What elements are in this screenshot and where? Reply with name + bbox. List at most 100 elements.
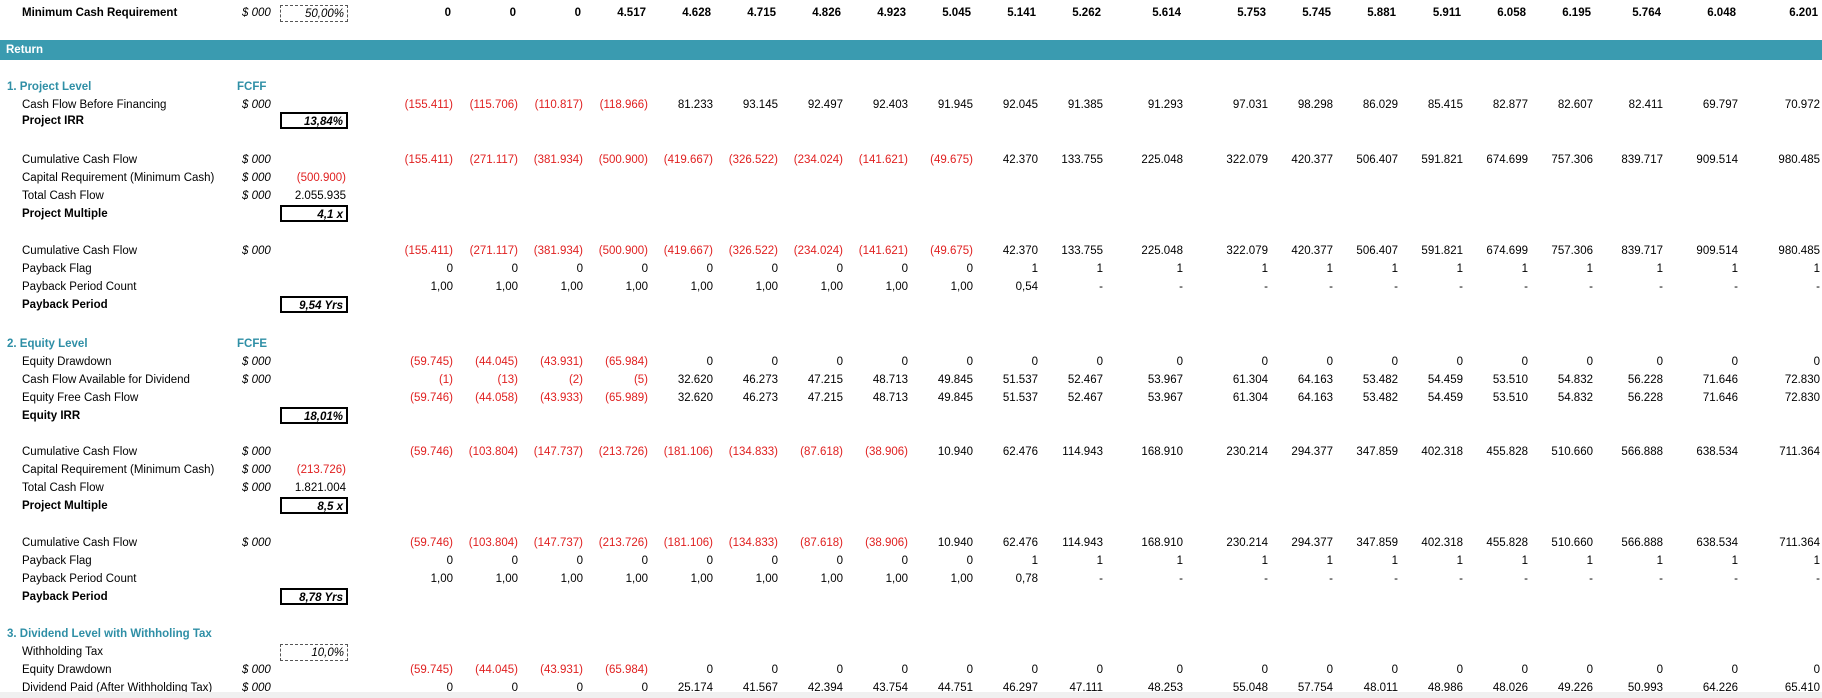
data-cell: (59.746) xyxy=(410,446,453,458)
min-cash-value-cell: 5.753 xyxy=(1237,7,1266,19)
row-unit: $ 000 xyxy=(242,245,271,257)
data-cell: 0 xyxy=(706,555,713,567)
row-unit: $ 000 xyxy=(242,664,271,676)
data-cell: 48.713 xyxy=(872,392,908,404)
data-cell: 32.620 xyxy=(677,392,713,404)
data-cell: 909.514 xyxy=(1696,245,1738,257)
data-cell: 0 xyxy=(1456,664,1463,676)
data-cell: 0 xyxy=(901,356,908,368)
metric-value-box[interactable]: 4,1 x xyxy=(280,205,348,222)
data-cell: 71.646 xyxy=(1702,374,1738,386)
data-cell: 1,00 xyxy=(430,281,453,293)
row-unit: $ 000 xyxy=(242,154,271,166)
data-cell: - xyxy=(1264,281,1268,293)
row-label: Payback Period Count xyxy=(22,573,137,585)
metric-value-box[interactable]: 13,84% xyxy=(280,112,348,129)
data-cell: - xyxy=(1734,281,1738,293)
data-cell: 32.620 xyxy=(677,374,713,386)
min-cash-value-cell: 5.911 xyxy=(1432,7,1461,19)
data-cell: 1 xyxy=(1391,555,1398,567)
data-cell: 85.415 xyxy=(1427,99,1463,111)
metric-value-box[interactable]: 8,78 Yrs xyxy=(280,588,348,605)
data-cell: (155.411) xyxy=(404,99,453,111)
data-cell: 1,00 xyxy=(820,573,843,585)
min-cash-value-cell: 4.715 xyxy=(747,7,776,19)
row-unit: $ 000 xyxy=(242,374,271,386)
row-input-value[interactable]: (213.726) xyxy=(296,464,346,476)
data-cell: - xyxy=(1459,573,1463,585)
data-cell: (110.817) xyxy=(534,99,583,111)
data-cell: 56.228 xyxy=(1627,392,1663,404)
min-cash-value-cell: 4.826 xyxy=(812,7,841,19)
data-cell: 81.233 xyxy=(677,99,713,111)
metric-value-box[interactable]: 9,54 Yrs xyxy=(280,296,348,313)
data-cell: (59.745) xyxy=(410,356,453,368)
row-input-value[interactable]: 1.821.004 xyxy=(294,482,346,494)
data-cell: 0 xyxy=(771,356,778,368)
data-cell: 49.226 xyxy=(1557,682,1593,694)
metric-value-box[interactable]: 8,5 x xyxy=(280,497,348,514)
data-cell: 0 xyxy=(511,555,518,567)
data-cell: 1,00 xyxy=(495,281,518,293)
data-cell: 0 xyxy=(836,555,843,567)
data-cell: (118.966) xyxy=(599,99,648,111)
data-cell: - xyxy=(1329,573,1333,585)
horizontal-scrollbar[interactable] xyxy=(0,692,1822,698)
row-input-value[interactable]: (500.900) xyxy=(296,172,346,184)
data-cell: 0 xyxy=(966,263,973,275)
min-cash-input[interactable]: 50,00% xyxy=(280,5,348,22)
data-cell: 91.945 xyxy=(937,99,973,111)
data-cell: 72.830 xyxy=(1784,374,1820,386)
data-cell: (49.675) xyxy=(930,154,973,166)
data-cell: 48.026 xyxy=(1492,682,1528,694)
data-cell: 0 xyxy=(706,356,713,368)
metric-value-box[interactable]: 18,01% xyxy=(280,407,348,424)
withholding-input[interactable]: 10,0% xyxy=(280,644,348,661)
row-unit: $ 000 xyxy=(242,482,271,494)
data-cell: (181.106) xyxy=(663,446,713,458)
data-cell: (326.522) xyxy=(728,154,778,166)
withholding-label: Withholding Tax xyxy=(22,646,103,658)
data-cell: - xyxy=(1179,281,1183,293)
section-equity-title: 2. Equity Level xyxy=(7,338,88,350)
data-cell: 839.717 xyxy=(1621,154,1663,166)
data-cell: (59.745) xyxy=(410,664,453,676)
data-cell: 0 xyxy=(966,356,973,368)
row-input-value[interactable]: 2.055.935 xyxy=(294,190,346,202)
data-cell: 64.163 xyxy=(1297,374,1333,386)
row-unit: $ 000 xyxy=(242,682,271,694)
data-cell: 455.828 xyxy=(1486,446,1528,458)
data-cell: - xyxy=(1816,573,1820,585)
row-label: Cumulative Cash Flow xyxy=(22,537,138,549)
data-cell: 54.832 xyxy=(1557,374,1593,386)
data-cell: 69.797 xyxy=(1702,99,1738,111)
data-cell: (87.618) xyxy=(800,446,843,458)
data-cell: (271.117) xyxy=(469,245,518,257)
data-cell: 0 xyxy=(1586,664,1593,676)
data-cell: (147.737) xyxy=(533,537,583,549)
data-cell: 0 xyxy=(1731,356,1738,368)
min-cash-value-cell: 5.764 xyxy=(1632,7,1661,19)
data-cell: (234.024) xyxy=(793,154,843,166)
data-cell: 41.567 xyxy=(742,682,778,694)
data-cell: 0 xyxy=(641,555,648,567)
data-cell: 0,78 xyxy=(1015,573,1038,585)
data-cell: 1,00 xyxy=(950,573,973,585)
data-cell: - xyxy=(1394,281,1398,293)
data-cell: 62.476 xyxy=(1002,446,1038,458)
data-cell: 1,00 xyxy=(560,573,583,585)
data-cell: 1 xyxy=(1096,555,1103,567)
data-cell: (181.106) xyxy=(663,537,713,549)
data-cell: (44.045) xyxy=(475,664,518,676)
data-cell: 1 xyxy=(1456,555,1463,567)
data-cell: 25.174 xyxy=(677,682,713,694)
data-cell: (213.726) xyxy=(598,446,648,458)
data-cell: (141.621) xyxy=(858,154,908,166)
data-cell: 46.273 xyxy=(742,392,778,404)
data-cell: 52.467 xyxy=(1067,392,1103,404)
data-cell: 0 xyxy=(1326,664,1333,676)
data-cell: 50.993 xyxy=(1627,682,1663,694)
data-cell: 402.318 xyxy=(1421,537,1463,549)
data-cell: 1,00 xyxy=(755,573,778,585)
